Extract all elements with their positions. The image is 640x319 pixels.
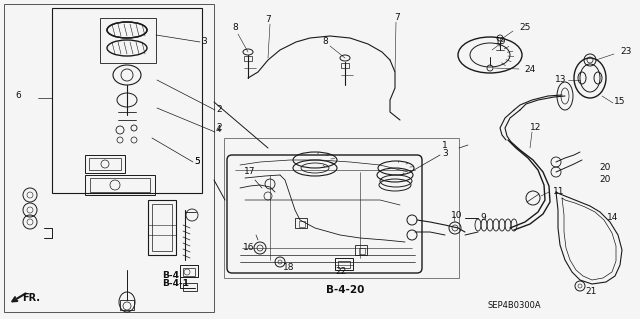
Bar [90, 178, 150, 192]
Bar [338, 261, 350, 268]
Bar [100, 18, 156, 63]
Bar [180, 265, 198, 277]
Text: 16: 16 [243, 243, 254, 253]
Bar [359, 248, 365, 254]
Text: 24: 24 [524, 65, 535, 75]
Text: 13: 13 [554, 76, 566, 85]
Text: 7: 7 [265, 16, 271, 25]
Text: B-4: B-4 [162, 271, 179, 280]
Text: 17: 17 [243, 167, 255, 176]
Text: 2: 2 [216, 123, 221, 132]
Text: 20: 20 [599, 175, 611, 184]
Text: 23: 23 [620, 48, 632, 56]
Text: 3: 3 [442, 149, 448, 158]
Text: 5: 5 [194, 158, 200, 167]
Bar [152, 204, 172, 251]
Text: 18: 18 [283, 263, 294, 272]
Bar [52, 8, 202, 193]
Text: 1: 1 [442, 140, 448, 150]
Text: 8: 8 [322, 38, 328, 47]
Bar [224, 138, 459, 278]
Bar [183, 268, 195, 276]
Text: 14: 14 [607, 213, 618, 222]
Text: 20: 20 [599, 164, 611, 173]
Bar [4, 4, 214, 312]
Text: 19: 19 [495, 38, 506, 47]
Text: SEP4B0300A: SEP4B0300A [488, 301, 541, 310]
Bar [183, 283, 197, 291]
Bar [244, 56, 252, 61]
Text: FR.: FR. [22, 293, 40, 303]
Bar [341, 63, 349, 68]
Text: 10: 10 [451, 211, 463, 219]
Text: 11: 11 [553, 188, 564, 197]
Bar [335, 258, 353, 270]
Bar [120, 300, 134, 310]
Text: 3: 3 [201, 38, 207, 47]
Text: 22: 22 [335, 268, 346, 277]
Bar [355, 245, 367, 255]
Text: 25: 25 [519, 24, 531, 33]
Text: 7: 7 [394, 13, 400, 23]
Text: 21: 21 [585, 287, 596, 296]
Text: 6: 6 [15, 91, 20, 100]
Text: B-4-1: B-4-1 [162, 279, 189, 288]
Text: 12: 12 [530, 123, 541, 132]
Text: 4: 4 [216, 125, 221, 135]
Text: 9: 9 [480, 213, 486, 222]
Bar [299, 221, 305, 227]
Text: B-4-20: B-4-20 [326, 285, 364, 295]
Bar [148, 200, 176, 255]
Text: 15: 15 [614, 98, 625, 107]
Text: 5: 5 [194, 158, 200, 167]
Text: 2: 2 [216, 106, 221, 115]
Bar [89, 158, 121, 170]
Bar [85, 155, 125, 173]
Bar [85, 175, 155, 195]
Text: 8: 8 [232, 24, 237, 33]
Bar [295, 218, 307, 228]
